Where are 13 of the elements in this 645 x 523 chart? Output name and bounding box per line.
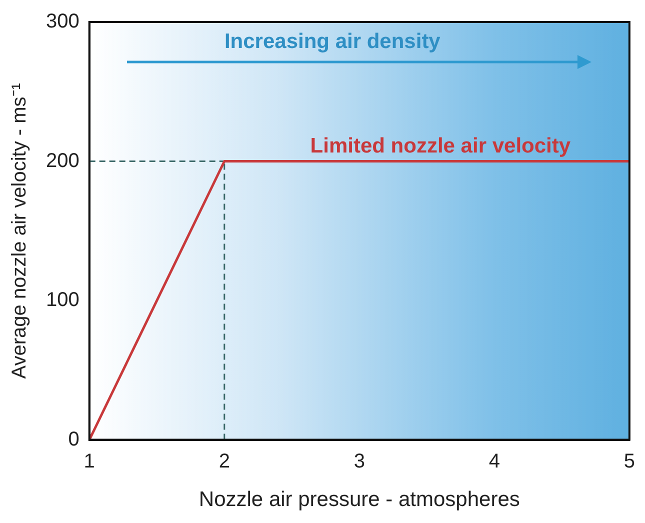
y-tick-label: 0: [68, 428, 80, 450]
x-tick-label: 1: [84, 450, 95, 472]
x-tick-label: 2: [218, 450, 230, 472]
annotation: Increasing air density: [224, 30, 441, 53]
y-tick-label: 200: [46, 150, 80, 172]
annotation: Limited nozzle air velocity: [310, 134, 571, 158]
x-tick-label: 5: [624, 450, 635, 472]
y-axis-title: Average nozzle air velocity - ms⁻¹: [8, 82, 31, 379]
y-tick-label: 100: [46, 289, 80, 312]
x-tick-label: 3: [354, 450, 365, 472]
y-tick-label: 300: [46, 10, 80, 33]
x-axis-title: Nozzle air pressure - atmospheres: [198, 488, 520, 512]
x-tick-label: 4: [488, 450, 500, 472]
